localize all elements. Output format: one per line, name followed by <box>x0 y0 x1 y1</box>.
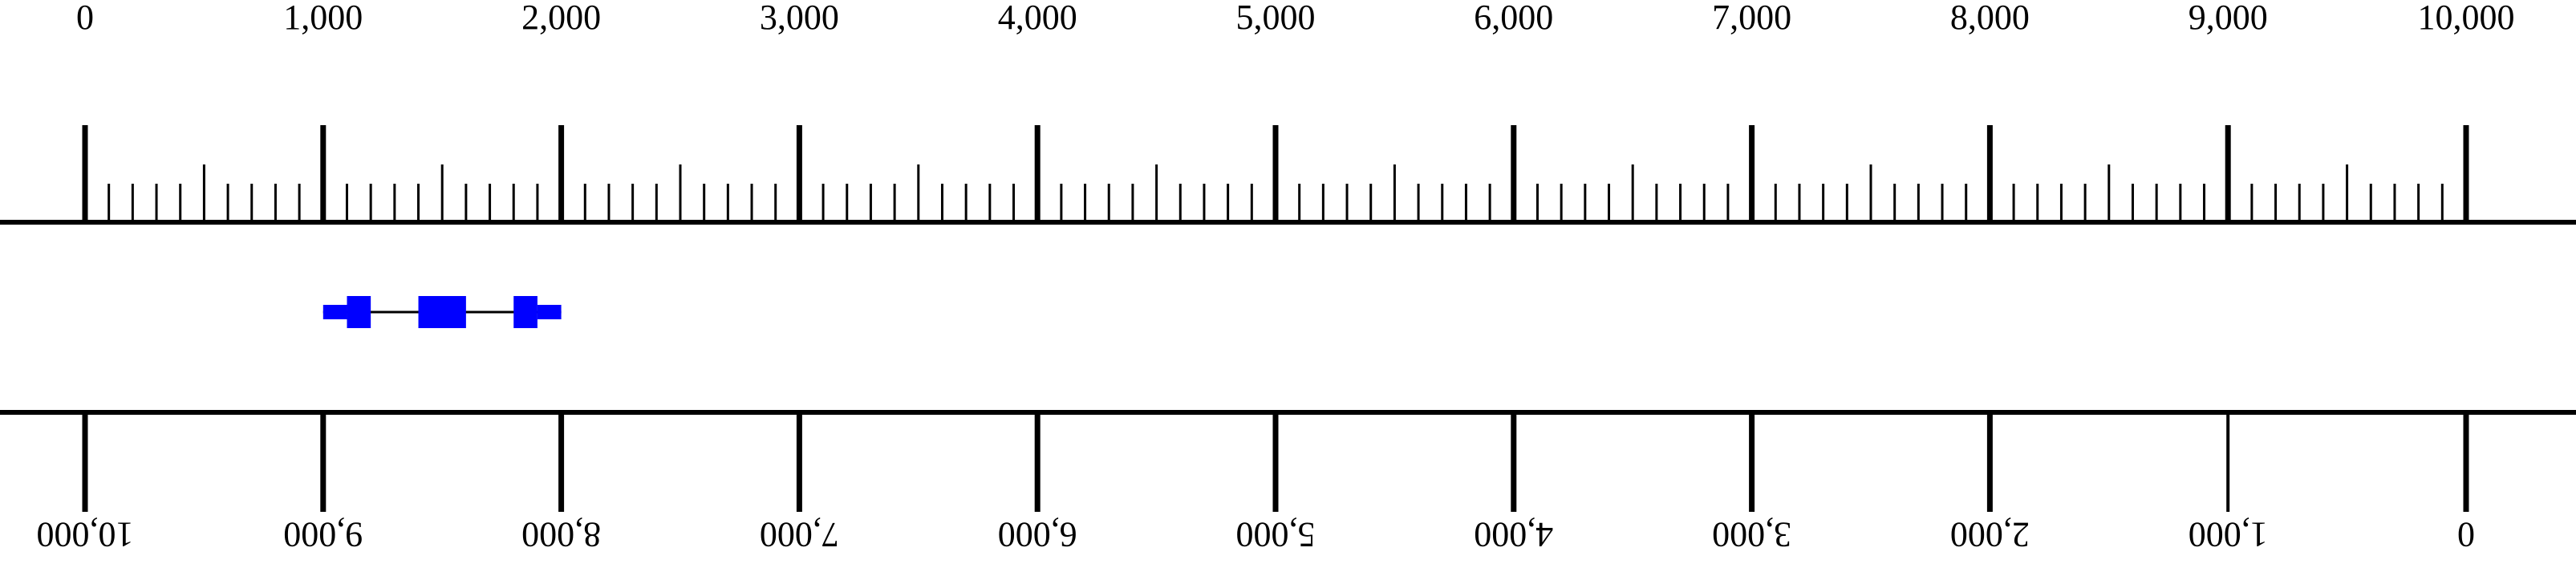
exon-block <box>347 296 371 328</box>
utr-block <box>323 305 347 319</box>
exon-block <box>418 296 466 328</box>
top-tick-label: 8,000 <box>1950 0 2030 37</box>
bottom-tick-label: 3,000 <box>1712 515 1791 554</box>
top-tick-label: 4,000 <box>998 0 1077 37</box>
gene-model <box>323 296 562 328</box>
bottom-tick-label: 8,000 <box>521 515 601 554</box>
top-tick-label: 9,000 <box>2189 0 2268 37</box>
bottom-tick-label: 0 <box>2457 515 2475 554</box>
bottom-ruler: 10,000 9,000 8,000 7,000 6,000 5,000 4,000 3,00… <box>0 410 2576 554</box>
top-tick-label: 0 <box>76 0 94 37</box>
exon-block <box>513 296 538 328</box>
bottom-tick-label: 5,000 <box>1236 515 1316 554</box>
top-tick-label: 2,000 <box>521 0 601 37</box>
bottom-tick-label: 7,000 <box>760 515 839 554</box>
top-tick-label: 1,000 <box>283 0 363 37</box>
top-tick-label: 3,000 <box>760 0 839 37</box>
bottom-tick-label: 4,000 <box>1474 515 1553 554</box>
top-tick-label: 7,000 <box>1712 0 1791 37</box>
utr-block <box>537 305 562 319</box>
bottom-tick-label: 6,000 <box>998 515 1077 554</box>
bottom-tick-label: 1,000 <box>2189 515 2268 554</box>
bottom-tick-label: 9,000 <box>283 515 363 554</box>
top-tick-label: 10,000 <box>2418 0 2515 37</box>
top-tick-label: 6,000 <box>1474 0 1553 37</box>
bottom-tick-label: 10,000 <box>37 515 134 554</box>
bottom-tick-label: 2,000 <box>1950 515 2030 554</box>
top-ruler: 0 1,000 2,000 3,000 4,000 5,000 6,000 7,000 8,00… <box>0 0 2576 225</box>
top-tick-label: 5,000 <box>1236 0 1316 37</box>
